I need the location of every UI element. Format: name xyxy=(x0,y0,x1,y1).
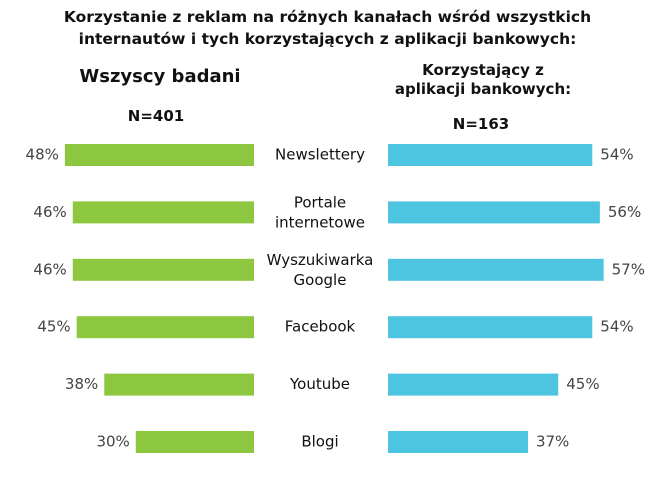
value-label: 57% xyxy=(612,260,645,278)
value-label: 54% xyxy=(600,318,633,336)
bar xyxy=(388,316,593,339)
value-label: 45% xyxy=(566,375,599,393)
bar xyxy=(76,316,254,339)
value-label: 46% xyxy=(33,260,66,278)
bar xyxy=(388,258,604,281)
bar xyxy=(135,431,254,453)
category-label: Youtube xyxy=(289,375,350,393)
sample-size: N=163 xyxy=(452,115,510,133)
bar xyxy=(72,258,254,281)
category-label: Blogi xyxy=(301,433,338,451)
value-label: 54% xyxy=(600,146,633,164)
value-label: 45% xyxy=(37,318,70,336)
bar xyxy=(388,201,600,224)
value-label: 30% xyxy=(96,433,129,451)
bar xyxy=(64,144,254,166)
category-label: Wyszukiwarka Google xyxy=(267,250,374,288)
sample-size: N=401 xyxy=(127,107,185,125)
chart-title: Korzystanie z reklam na różnych kanałach… xyxy=(63,8,592,48)
value-label: 56% xyxy=(608,203,641,221)
category-label: Portale internetowe xyxy=(275,193,365,231)
bar xyxy=(388,144,593,166)
value-label: 48% xyxy=(26,146,59,164)
bar xyxy=(72,201,254,224)
bar xyxy=(388,431,528,453)
value-label: 37% xyxy=(536,433,569,451)
value-label: 46% xyxy=(33,203,66,221)
bar xyxy=(104,373,254,396)
series-name: Wszyscy badani xyxy=(79,66,241,87)
category-label: Newslettery xyxy=(275,146,365,164)
series-name: Korzystający z aplikacji bankowych: xyxy=(394,61,572,98)
value-label: 38% xyxy=(65,375,98,393)
bar xyxy=(388,373,559,396)
category-label: Facebook xyxy=(285,318,356,336)
